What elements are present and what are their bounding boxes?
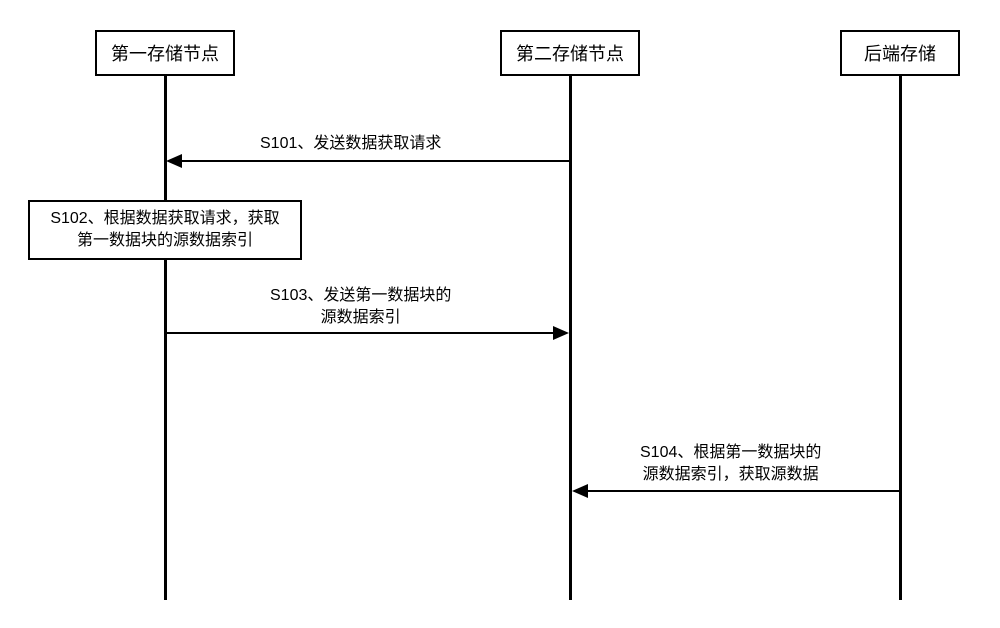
participant-label: 第一存储节点	[111, 40, 219, 66]
participant-box-2: 第二存储节点	[500, 30, 640, 76]
arrow-head-s101	[166, 154, 182, 168]
participant-label: 第二存储节点	[516, 40, 624, 66]
message-arrow-s104	[587, 490, 899, 492]
message-label-s101: S101、发送数据获取请求	[260, 133, 441, 155]
message-arrow-s101	[181, 160, 569, 162]
process-text: S102、根据数据获取请求，获取 第一数据块的源数据索引	[50, 208, 279, 253]
message-label-s103: S103、发送第一数据块的 源数据索引	[270, 285, 451, 330]
participant-box-1: 第一存储节点	[95, 30, 235, 76]
participant-label: 后端存储	[864, 40, 936, 66]
arrow-head-s103	[553, 326, 569, 340]
arrow-head-s104	[572, 484, 588, 498]
process-box-s102: S102、根据数据获取请求，获取 第一数据块的源数据索引	[28, 200, 302, 260]
sequence-diagram: 第一存储节点 第二存储节点 后端存储 S101、发送数据获取请求 S102、根据…	[0, 0, 1000, 628]
participant-box-3: 后端存储	[840, 30, 960, 76]
lifeline-3	[899, 76, 902, 600]
message-label-s104: S104、根据第一数据块的 源数据索引，获取源数据	[640, 442, 821, 487]
message-arrow-s103	[166, 332, 554, 334]
lifeline-2	[569, 76, 572, 600]
